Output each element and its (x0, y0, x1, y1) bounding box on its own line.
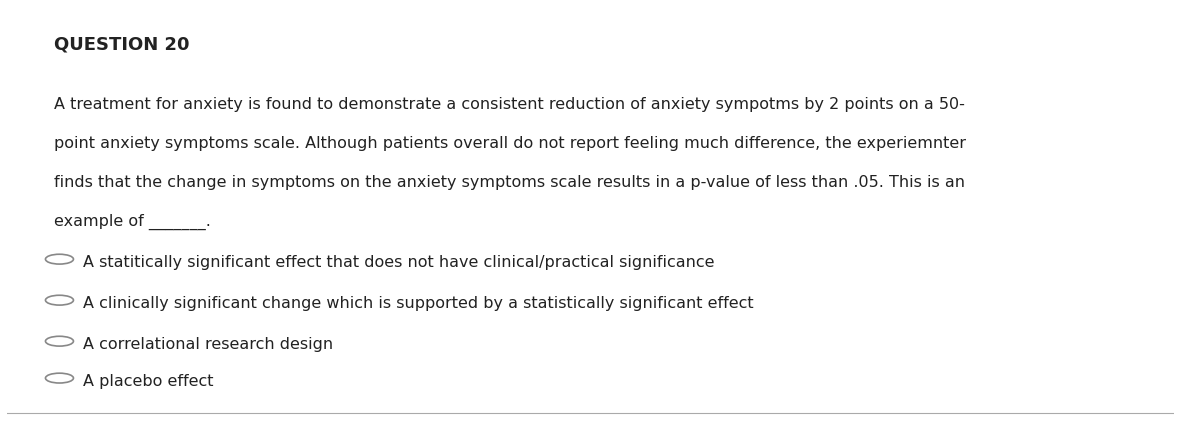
Text: finds that the change in symptoms on the anxiety symptoms scale results in a p-v: finds that the change in symptoms on the… (54, 175, 965, 190)
Text: A treatment for anxiety is found to demonstrate a consistent reduction of anxiet: A treatment for anxiety is found to demo… (54, 97, 965, 112)
Text: A statitically significant effect that does not have clinical/practical signific: A statitically significant effect that d… (83, 255, 714, 270)
Text: A placebo effect: A placebo effect (83, 374, 214, 389)
Text: A clinically significant change which is supported by a statistically significan: A clinically significant change which is… (83, 296, 754, 311)
Text: point anxiety symptoms scale. Although patients overall do not report feeling mu: point anxiety symptoms scale. Although p… (54, 136, 966, 151)
Text: A correlational research design: A correlational research design (83, 337, 332, 352)
Text: example of _______.: example of _______. (54, 214, 210, 230)
Text: QUESTION 20: QUESTION 20 (54, 36, 190, 54)
